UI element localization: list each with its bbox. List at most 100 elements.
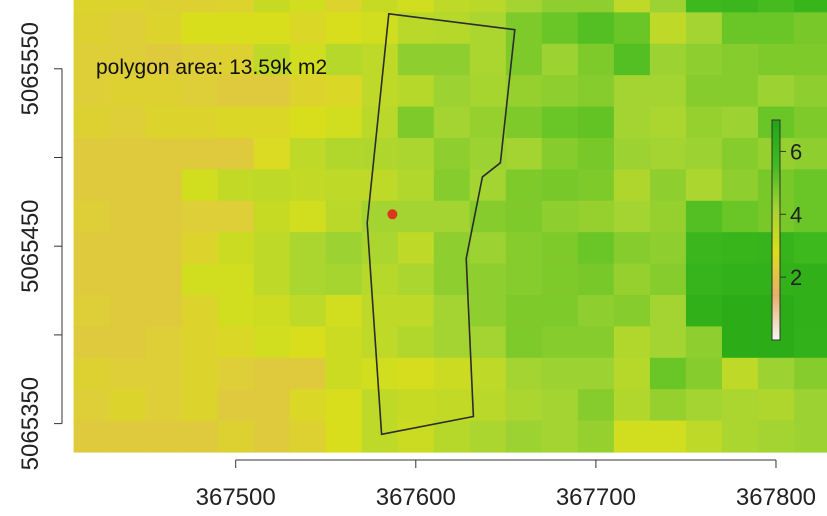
raster-cell [721,357,759,390]
raster-cell [361,12,399,45]
raster-cell [577,389,615,422]
raster-cell [325,263,363,296]
raster-cell [469,326,507,359]
raster-cell [793,232,827,265]
raster-cell [757,43,795,76]
raster-cell [397,0,435,13]
raster-cell [685,232,723,265]
raster-cell [109,232,147,265]
raster-cell [181,389,219,422]
raster-cell [649,200,687,233]
raster-cell [145,232,183,265]
raster-cell [181,200,219,233]
raster-cell [757,357,795,390]
raster-cell [145,75,183,108]
raster-cell [289,12,327,45]
raster-cell [793,0,827,13]
raster-cell [109,106,147,139]
raster-cell [289,0,327,13]
y-tick-label: 5065350 [17,377,44,470]
raster-cell [145,12,183,45]
raster-cell [577,357,615,390]
raster-cell [433,263,471,296]
raster-cell [145,263,183,296]
raster-cell [145,106,183,139]
raster-cell [613,200,651,233]
raster-cell [613,389,651,422]
raster-cell [505,294,543,327]
x-tick-label: 367700 [556,484,636,511]
raster-cell [325,75,363,108]
raster-cell [109,389,147,422]
raster-cell [613,326,651,359]
raster-cell [613,12,651,45]
raster-cell [649,232,687,265]
raster-cell [325,106,363,139]
raster-cell [289,200,327,233]
raster-cell [289,389,327,422]
color-legend: 2 4 6 [771,119,802,341]
raster-cell [721,169,759,202]
raster-cell [253,169,291,202]
raster-cell [433,169,471,202]
raster-cell [325,294,363,327]
raster-cell [145,326,183,359]
x-tick-label: 367600 [376,484,456,511]
raster-cell [217,12,255,45]
raster-cell [289,357,327,390]
raster-cell [649,169,687,202]
raster-cell [397,75,435,108]
raster-cell [685,357,723,390]
raster-cell [433,106,471,139]
raster-cell [541,326,579,359]
x-tick-label: 367800 [736,484,816,511]
raster-cell [577,326,615,359]
raster-cell [433,0,471,13]
raster-cell [721,75,759,108]
raster-cell [649,106,687,139]
raster-cell [253,12,291,45]
raster-cell [469,137,507,170]
raster-cell [577,232,615,265]
raster-cell [325,43,363,76]
raster-cell [109,169,147,202]
raster-cell [217,420,255,453]
raster-cell [793,200,827,233]
raster-cell [361,169,399,202]
raster-cell [433,326,471,359]
raster-cell [217,263,255,296]
raster-cell [469,263,507,296]
raster-cell [145,43,183,76]
raster-cell [325,169,363,202]
raster-cell [577,106,615,139]
raster-cell [757,12,795,45]
raster-cell [793,106,827,139]
raster-cell [433,43,471,76]
raster-cell [217,75,255,108]
raster-cell [397,169,435,202]
raster-cell [397,43,435,76]
raster-cell [469,420,507,453]
raster-cell [793,389,827,422]
polygon-area-annotation: polygon area: 13.59k m2 [96,56,327,79]
raster-cell [469,43,507,76]
raster-cell [685,43,723,76]
raster-cell [541,294,579,327]
raster-cell [253,137,291,170]
raster-cell [109,12,147,45]
raster-cell [541,169,579,202]
raster-cell [145,137,183,170]
raster-cell [397,263,435,296]
raster-cell [73,420,111,453]
raster-cell [325,12,363,45]
raster-cell [289,326,327,359]
raster-cell [793,420,827,453]
x-tick-label: 367500 [196,484,276,511]
raster-cell [145,294,183,327]
raster-cell [217,0,255,13]
raster-cell [793,75,827,108]
raster-cell [73,106,111,139]
raster-cell [325,200,363,233]
raster-cell [73,0,111,13]
raster-cell [289,106,327,139]
